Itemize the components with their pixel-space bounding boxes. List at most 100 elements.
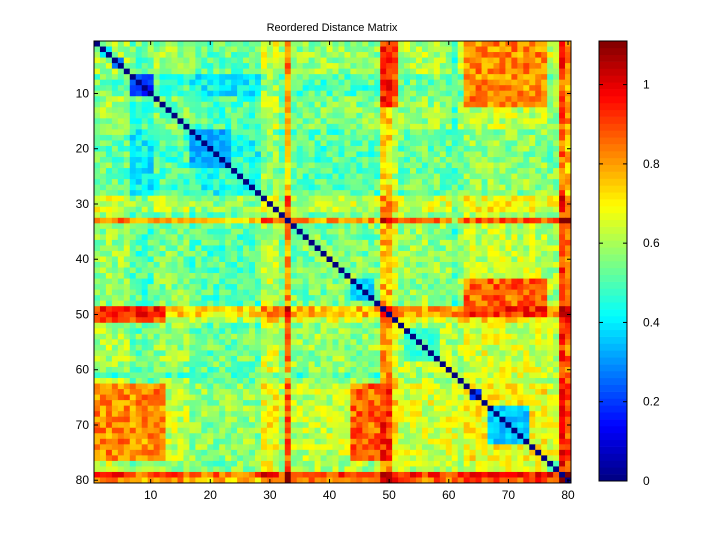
heatmap-cell [469, 355, 476, 362]
heatmap-cell [254, 129, 262, 136]
heatmap-cell [380, 74, 387, 81]
heatmap-cell [123, 41, 131, 47]
heatmap-cell [266, 96, 274, 103]
heatmap-cell [517, 123, 524, 130]
heatmap-cell [469, 90, 476, 97]
heatmap-cell [517, 41, 524, 47]
heatmap-cell [421, 46, 429, 53]
heatmap-cell [499, 295, 506, 302]
heatmap-cell [421, 85, 429, 92]
heatmap-cell [457, 123, 465, 130]
heatmap-cell [499, 123, 506, 130]
heatmap-cell [463, 41, 471, 47]
heatmap-cell [272, 74, 280, 81]
heatmap-cell [535, 101, 542, 108]
heatmap-cell [105, 162, 113, 169]
heatmap-cell [94, 306, 101, 313]
heatmap-cell [117, 112, 125, 119]
heatmap-cell [278, 278, 286, 285]
heatmap-cell [410, 151, 417, 158]
heatmap-cell [344, 278, 351, 285]
heatmap-cell [535, 333, 542, 340]
heatmap-cell [94, 68, 101, 75]
heatmap-cell [266, 223, 274, 230]
heatmap-cell [129, 190, 137, 197]
heatmap-cell [272, 284, 280, 291]
heatmap-cell [344, 162, 351, 169]
heatmap-cell [147, 333, 155, 340]
heatmap-cell [499, 306, 506, 313]
heatmap-cell [487, 101, 494, 108]
heatmap-cell [284, 289, 292, 296]
heatmap-cell [183, 201, 190, 208]
heatmap-cell [320, 145, 327, 152]
heatmap-cell [499, 190, 506, 197]
heatmap-cell [159, 173, 166, 180]
heatmap-cell [415, 245, 423, 252]
heatmap-cell [457, 366, 465, 373]
heatmap-cell [326, 79, 333, 86]
heatmap-cell [237, 322, 244, 329]
heatmap-cell [392, 250, 399, 257]
heatmap-cell [529, 118, 536, 125]
heatmap-cell [153, 289, 160, 296]
heatmap-cell [201, 85, 208, 92]
heatmap-cell [231, 300, 238, 307]
heatmap-cell [171, 195, 178, 202]
heatmap-cell [511, 179, 518, 186]
heatmap-cell [201, 184, 208, 191]
heatmap-cell [505, 190, 512, 197]
heatmap-cell [153, 46, 160, 53]
heatmap-cell [463, 350, 471, 357]
heatmap-cell [249, 333, 256, 340]
heatmap-cell [237, 206, 244, 213]
heatmap-cell [499, 311, 506, 318]
heatmap-cell [457, 344, 465, 351]
heatmap-cell [523, 273, 530, 279]
heatmap-cell [404, 162, 411, 169]
heatmap-cell [231, 63, 238, 70]
heatmap-cell [231, 179, 238, 186]
heatmap-cell [332, 267, 339, 274]
heatmap-cell [284, 46, 292, 53]
heatmap-cell [159, 179, 166, 186]
heatmap-cell [404, 217, 411, 224]
heatmap-cell [326, 195, 333, 202]
heatmap-cell [296, 273, 304, 279]
heatmap-cell [284, 361, 292, 368]
heatmap-cell [547, 228, 554, 235]
heatmap-cell [308, 250, 316, 257]
heatmap-cell [231, 256, 238, 263]
heatmap-cell [362, 57, 369, 64]
heatmap-cell [463, 295, 471, 302]
heatmap-cell [559, 41, 566, 47]
heatmap-cell [332, 372, 339, 379]
heatmap-cell [135, 112, 143, 119]
heatmap-cell [147, 328, 155, 335]
heatmap-cell [368, 140, 375, 147]
heatmap-cell [433, 378, 441, 384]
heatmap-cell [290, 333, 298, 340]
heatmap-cell [183, 317, 190, 324]
heatmap-cell [183, 173, 190, 180]
heatmap-cell [314, 68, 321, 75]
heatmap-cell [201, 344, 208, 351]
heatmap-cell [517, 372, 524, 379]
heatmap-cell [249, 190, 256, 197]
heatmap-cell [105, 245, 113, 252]
heatmap-cell [463, 256, 471, 263]
heatmap-cell [487, 372, 494, 379]
heatmap-cell [547, 118, 554, 125]
heatmap-cell [523, 162, 530, 169]
heatmap-cell [439, 168, 447, 174]
heatmap-cell [469, 311, 476, 318]
heatmap-cell [165, 223, 172, 230]
heatmap-cell [511, 201, 518, 208]
heatmap-cell [427, 355, 435, 362]
heatmap-cell [421, 378, 429, 384]
heatmap-cell [159, 157, 166, 163]
heatmap-cell [535, 201, 542, 208]
heatmap-cell [231, 295, 238, 302]
heatmap-cell [284, 107, 292, 114]
heatmap-cell [511, 256, 518, 263]
